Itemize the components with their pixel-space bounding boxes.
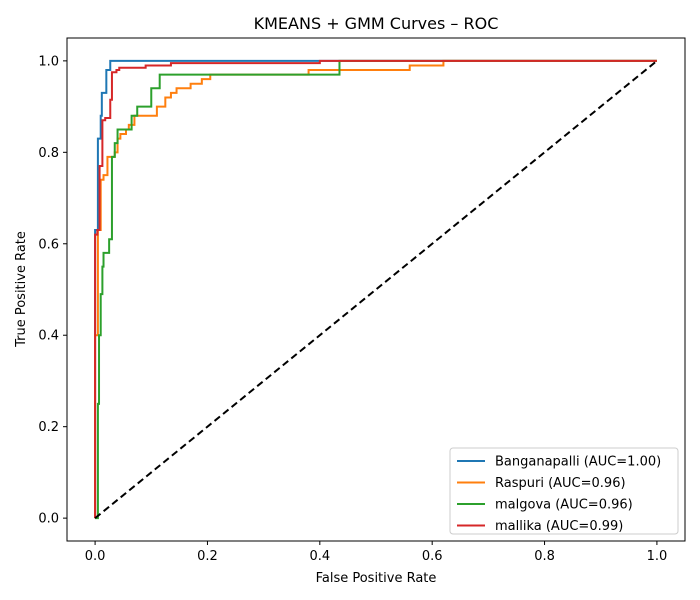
y-tick-label: 1.0 xyxy=(38,54,59,69)
x-axis-label: False Positive Rate xyxy=(316,571,437,586)
legend: Banganapalli (AUC=1.00) Raspuri (AUC=0.96… xyxy=(449,447,679,535)
series-line-2 xyxy=(95,59,657,520)
axes: 0.0 0.2 0.4 0.6 0.8 1.0 0.0 0.2 0.4 0.6 0.8 1.0 xyxy=(38,37,686,564)
plot-frame xyxy=(66,37,686,542)
plot-area xyxy=(94,59,658,520)
legend-box xyxy=(449,447,679,535)
series-line-3 xyxy=(94,59,657,519)
y-tick-label: 0.6 xyxy=(38,237,59,252)
legend-entry-label: malgova (AUC=0.96) xyxy=(495,498,633,513)
legend-entry-label: mallika (AUC=0.99) xyxy=(495,519,623,534)
y-tick-label: 0.4 xyxy=(38,329,59,344)
x-tick-label: 0.0 xyxy=(85,549,106,564)
x-tick-label: 0.2 xyxy=(197,549,218,564)
legend-entry-label: Banganapalli (AUC=1.00) xyxy=(495,455,661,470)
y-axis-label: True Positive Rate xyxy=(14,231,29,348)
legend-entry-label: Raspuri (AUC=0.96) xyxy=(495,476,626,491)
y-tick-label: 0.0 xyxy=(38,512,59,527)
x-tick-label: 0.8 xyxy=(534,549,555,564)
y-tick-label: 0.2 xyxy=(38,420,59,435)
chart-title: KMEANS + GMM Curves – ROC xyxy=(254,14,499,33)
x-tick-label: 1.0 xyxy=(647,549,668,564)
x-tick-label: 0.4 xyxy=(309,549,330,564)
x-tick-label: 0.6 xyxy=(422,549,443,564)
y-tick-label: 0.8 xyxy=(38,146,59,161)
